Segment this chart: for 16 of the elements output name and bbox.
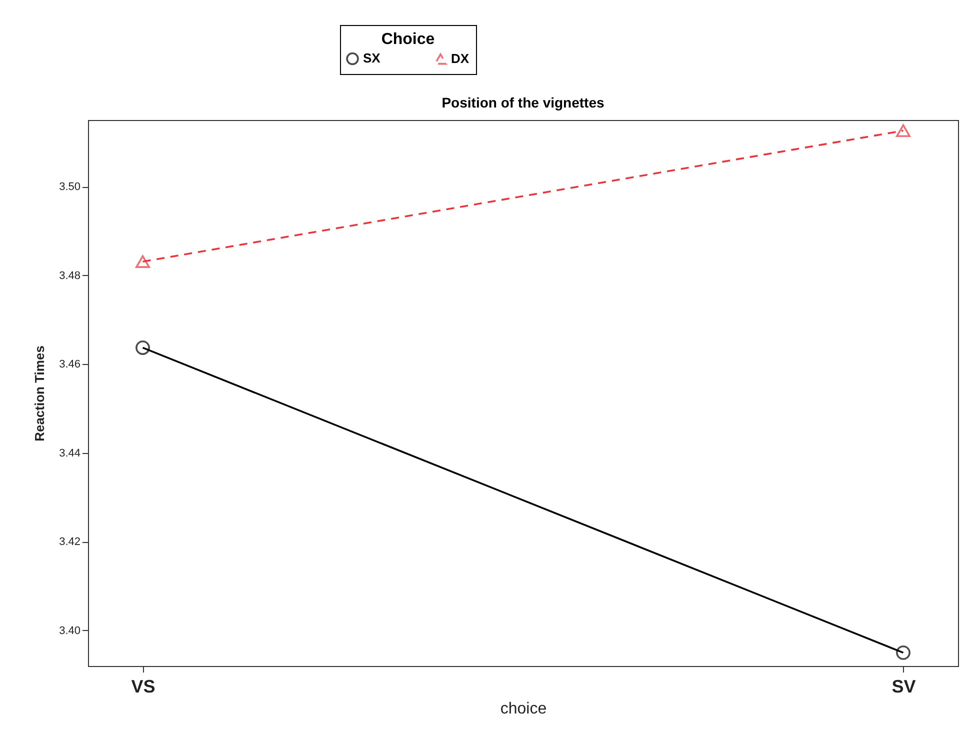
point: [896, 645, 910, 660]
y-tick-label: 3.42: [59, 536, 80, 548]
y-tick-label: 3.44: [59, 447, 80, 460]
x-tick-label: VS: [131, 676, 156, 696]
y-tick-label: 3.48: [59, 270, 80, 282]
legend-title: Choice: [381, 31, 435, 48]
point: [136, 340, 150, 355]
x-tick-label: SV: [892, 676, 916, 696]
x-axis-title: choice: [500, 700, 547, 718]
legend-label: DX: [451, 51, 470, 66]
chart-title: Position of the vignettes: [442, 94, 604, 110]
y-axis-title: Reaction Times: [32, 346, 48, 442]
y-tick-label: 3.40: [59, 624, 80, 637]
y-tick-label: 3.50: [59, 181, 80, 194]
y-tick-label: 3.46: [59, 358, 80, 371]
legend-label: SX: [363, 50, 381, 66]
